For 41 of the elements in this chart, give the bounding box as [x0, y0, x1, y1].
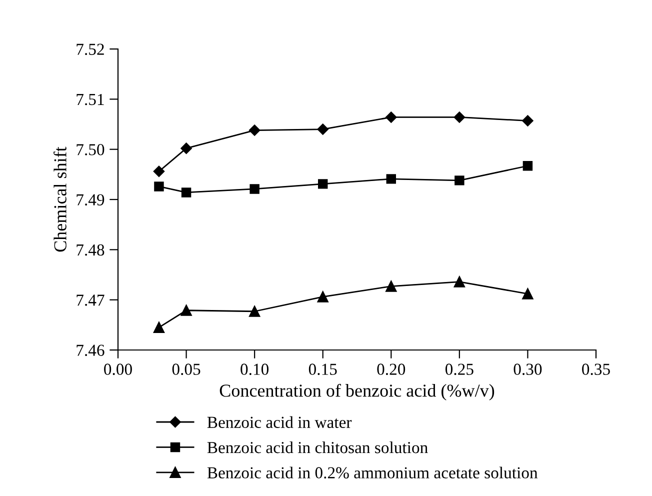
point [454, 112, 466, 123]
x-tick-label: 0.05 [172, 364, 200, 375]
point [522, 288, 534, 300]
legend-label: Benzoic acid in water [207, 416, 352, 428]
y-tick-label: 7.48 [76, 244, 104, 256]
y-tick-label: 7.47 [76, 294, 104, 306]
point [454, 276, 465, 288]
x-tick-label: 0.25 [445, 364, 474, 375]
point [154, 182, 164, 192]
point [250, 184, 260, 194]
point [317, 124, 328, 135]
point [454, 176, 464, 186]
y-tick-label: 7.46 [76, 344, 104, 356]
point [317, 291, 328, 302]
point [153, 322, 165, 333]
point [180, 142, 192, 154]
y-axis-title: Chemical shift [54, 146, 66, 252]
point [180, 304, 192, 316]
point [522, 161, 533, 171]
legend-label: Benzoic acid in 0.2% ammonium acetate solution [207, 466, 538, 479]
x-axis-title: Concentration of benzoic acid (%w/v) [220, 384, 494, 400]
point [386, 174, 396, 184]
y-tick-label: 7.52 [76, 44, 104, 56]
x-tick-label: 0.00 [104, 364, 132, 375]
point [249, 306, 260, 317]
point [318, 179, 328, 189]
x-tick-label: 0.30 [514, 364, 542, 375]
y-tick-label: 7.51 [76, 94, 104, 106]
x-tick-label: 0.10 [240, 364, 269, 375]
x-tick-label: 0.15 [308, 364, 337, 375]
point [386, 280, 397, 292]
y-tick-label: 7.49 [76, 194, 104, 206]
x-tick-label: 0.20 [377, 364, 406, 375]
point [522, 115, 534, 126]
y-tick-label: 7.50 [76, 144, 104, 156]
point [386, 112, 397, 123]
legend-label: Benzoic acid in chitosan solution [207, 441, 428, 454]
point [153, 166, 165, 178]
point [248, 124, 260, 136]
point [181, 188, 192, 198]
x-tick-label: 0.35 [582, 364, 610, 375]
